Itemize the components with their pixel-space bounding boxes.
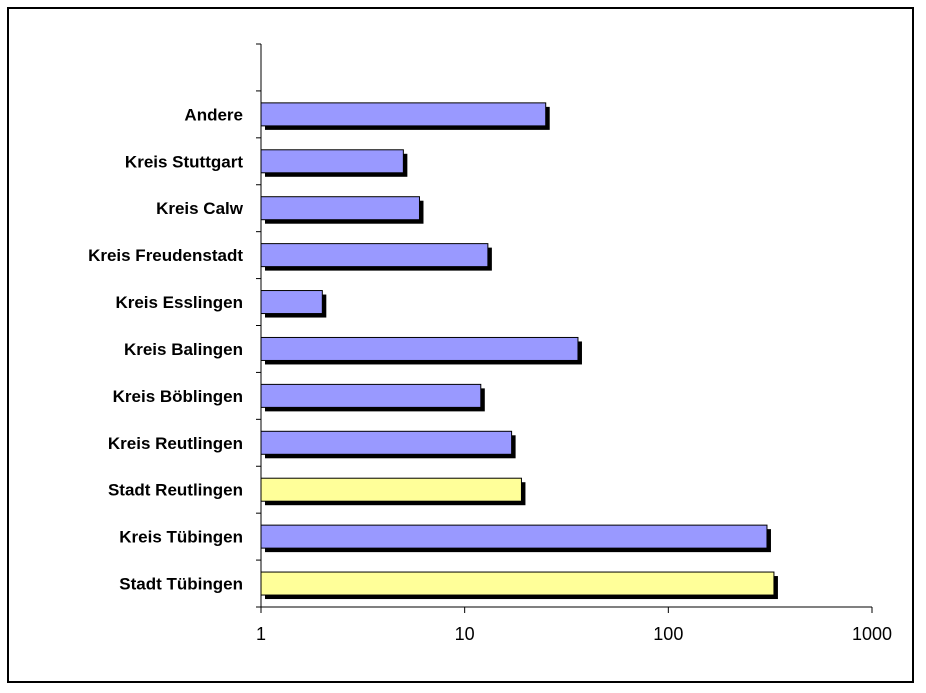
bar: [261, 197, 419, 220]
category-label: Kreis Freudenstadt: [88, 246, 243, 265]
x-tick-label: 1000: [852, 624, 892, 644]
x-tick-label: 100: [653, 624, 683, 644]
category-label: Andere: [184, 105, 243, 124]
category-label: Stadt Tübingen: [119, 575, 243, 594]
bar: [261, 103, 546, 126]
bar: [261, 337, 578, 360]
category-label: Kreis Reutlingen: [108, 434, 243, 453]
bar: [261, 431, 512, 454]
bar: [261, 572, 774, 595]
x-tick-label: 1: [256, 624, 266, 644]
bars: [261, 103, 778, 599]
bar: [261, 384, 481, 407]
category-label: Kreis Balingen: [124, 340, 243, 359]
category-label: Kreis Esslingen: [115, 293, 243, 312]
tick-labels: 1 10 100 1000: [256, 624, 892, 644]
x-tick-label: 10: [455, 624, 475, 644]
bar: [261, 291, 322, 314]
bar: [261, 150, 403, 173]
category-label: Kreis Calw: [156, 199, 244, 218]
category-labels: Stadt Tübingen Kreis Tübingen Stadt Reutli…: [88, 105, 244, 593]
category-label: Kreis Stuttgart: [125, 152, 243, 171]
category-label: Stadt Reutlingen: [108, 481, 243, 500]
category-label: Kreis Böblingen: [113, 387, 243, 406]
bar: [261, 478, 521, 501]
bar: [261, 525, 767, 548]
bar: [261, 244, 488, 267]
category-label: Kreis Tübingen: [119, 528, 243, 547]
